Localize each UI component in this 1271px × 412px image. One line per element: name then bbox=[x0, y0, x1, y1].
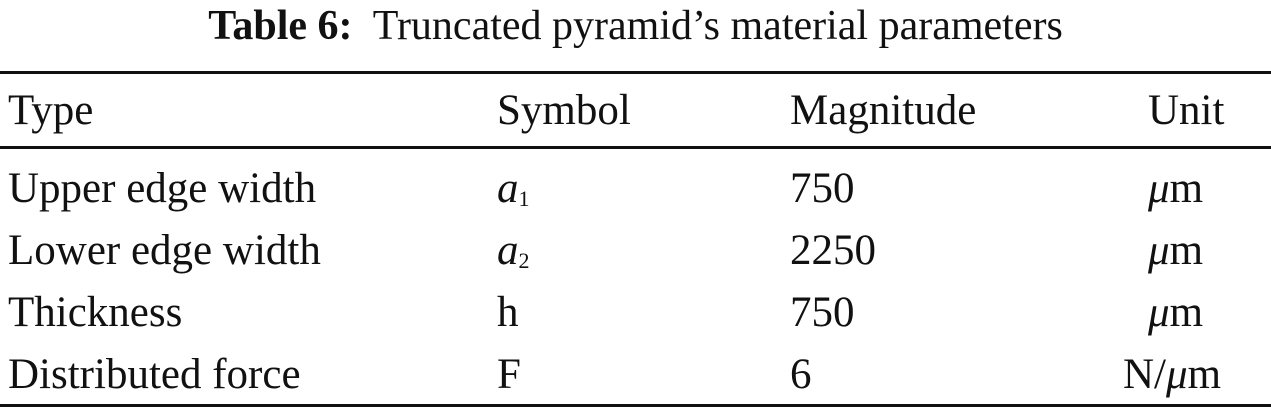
table-row: Lower edge width a2 2250 μm bbox=[0, 220, 1271, 282]
cell-magnitude: 6 bbox=[790, 351, 812, 398]
header-magnitude: Magnitude bbox=[790, 87, 977, 134]
caption-label: Table 6: bbox=[208, 3, 353, 49]
cell-type: Thickness bbox=[8, 289, 183, 336]
cell-type: Lower edge width bbox=[8, 227, 321, 274]
bottom-rule bbox=[0, 404, 1271, 407]
top-rule bbox=[0, 71, 1271, 74]
header-type: Type bbox=[8, 87, 94, 134]
cell-symbol: F bbox=[497, 351, 521, 398]
cell-unit: N/μm bbox=[1123, 351, 1222, 398]
cell-type: Distributed force bbox=[8, 351, 301, 398]
header-unit: Unit bbox=[1148, 87, 1225, 134]
cell-symbol: h bbox=[497, 289, 519, 336]
cell-symbol: a2 bbox=[497, 227, 530, 274]
cell-magnitude: 2250 bbox=[790, 227, 876, 274]
cell-symbol: a1 bbox=[497, 165, 530, 212]
table-caption: Table 6: Truncated pyramid’s material pa… bbox=[0, 0, 1271, 52]
header-row: Type Symbol Magnitude Unit bbox=[0, 80, 1271, 142]
header-symbol: Symbol bbox=[497, 87, 631, 134]
caption-text: Truncated pyramid’s material parameters bbox=[372, 3, 1063, 49]
cell-unit: μm bbox=[1148, 165, 1204, 212]
cell-unit: μm bbox=[1148, 227, 1204, 274]
header-rule bbox=[0, 146, 1271, 149]
cell-unit: μm bbox=[1148, 289, 1204, 336]
table-row: Upper edge width a1 750 μm bbox=[0, 158, 1271, 220]
cell-type: Upper edge width bbox=[8, 165, 317, 212]
table-row: Distributed force F 6 N/μm bbox=[0, 344, 1271, 406]
table-row: Thickness h 750 μm bbox=[0, 282, 1271, 344]
cell-magnitude: 750 bbox=[790, 289, 855, 336]
cell-magnitude: 750 bbox=[790, 165, 855, 212]
